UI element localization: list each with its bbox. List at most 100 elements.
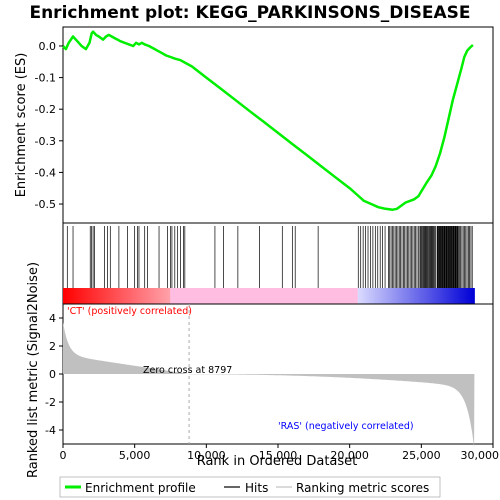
colorbar-segment — [330, 288, 334, 304]
colorbar-segment — [288, 288, 292, 304]
colorbar-segment — [386, 288, 389, 304]
colorbar-segment — [311, 288, 315, 304]
colorbar-segment — [305, 288, 309, 304]
es-ytick-label: -0.4 — [35, 166, 56, 179]
colorbar-segment — [464, 288, 468, 304]
colorbar-segment — [187, 288, 190, 304]
colorbar-segment — [120, 288, 123, 304]
colorbar-segment — [202, 288, 206, 304]
colorbar-segment — [470, 288, 473, 304]
colorbar-segment — [170, 288, 173, 304]
colorbar-segment — [135, 288, 139, 304]
colorbar-segment — [372, 288, 376, 304]
colorbar-segment — [296, 288, 299, 304]
colorbar-segment — [283, 288, 286, 304]
colorbar-segment — [468, 288, 472, 304]
colorbar-segment — [85, 288, 89, 304]
colorbar-segment — [151, 288, 154, 304]
colorbar-segment — [87, 288, 91, 304]
es-ytick-label: -0.1 — [35, 72, 56, 85]
colorbar-segment — [472, 288, 475, 304]
colorbar-segment — [267, 288, 271, 304]
colorbar-segment — [173, 288, 177, 304]
colorbar-segment — [191, 288, 194, 304]
colorbar-segment — [233, 288, 236, 304]
colorbar-segment — [212, 288, 215, 304]
colorbar-segment — [143, 288, 146, 304]
colorbar-segment — [290, 288, 294, 304]
colorbar-segment — [304, 288, 307, 304]
colorbar-segment — [68, 288, 72, 304]
colorbar-segment — [105, 288, 108, 304]
colorbar-segment — [189, 288, 192, 304]
legend-box — [59, 476, 441, 498]
colorbar-segment — [177, 288, 181, 304]
colorbar-segment — [235, 288, 238, 304]
x-axis-label: Rank in Ordered Dataset — [197, 454, 358, 469]
colorbar-segment — [237, 288, 240, 304]
colorbar-segment — [439, 288, 443, 304]
es-ytick-label: 0.0 — [39, 40, 57, 53]
colorbar-segment — [413, 288, 416, 304]
colorbar-segment — [112, 288, 116, 304]
colorbar-segment — [78, 288, 81, 304]
colorbar-segment — [426, 288, 429, 304]
colorbar-segment — [453, 288, 456, 304]
colorbar-segment — [334, 288, 338, 304]
colorbar-segment — [139, 288, 142, 304]
colorbar-segment — [279, 288, 282, 304]
colorbar-segment — [430, 288, 433, 304]
colorbar-segment — [422, 288, 426, 304]
es-ytick-label: -0.2 — [35, 103, 56, 116]
colorbar-segment — [432, 288, 435, 304]
es-panel — [62, 26, 494, 224]
colorbar-segment — [340, 288, 343, 304]
colorbar-segment — [246, 288, 250, 304]
xtick-label: 0 — [60, 449, 67, 462]
colorbar-segment — [455, 288, 458, 304]
colorbar-segment — [152, 288, 156, 304]
colorbar-segment — [359, 288, 362, 304]
legend-metric-label: Ranking metric scores — [296, 481, 429, 495]
pos-label: 'CT' (positively correlated) — [67, 306, 192, 317]
colorbar-segment — [240, 288, 244, 304]
colorbar-segment — [84, 288, 87, 304]
colorbar-segment — [216, 288, 219, 304]
colorbar-segment — [269, 288, 273, 304]
legend-es-label: Enrichment profile — [85, 481, 196, 495]
colorbar-segment — [382, 288, 385, 304]
colorbar-segment — [156, 288, 160, 304]
colorbar-segment — [462, 288, 466, 304]
colorbar-segment — [124, 288, 127, 304]
colorbar-segment — [248, 288, 252, 304]
colorbar-segment — [363, 288, 366, 304]
colorbar-segment — [183, 288, 186, 304]
chart-title: Enrichment plot: KEGG_PARKINSONS_DISEASE — [29, 3, 470, 23]
colorbar-segment — [260, 288, 263, 304]
colorbar-segment — [114, 288, 118, 304]
colorbar-segment — [198, 288, 202, 304]
xtick-label: 20,000 — [330, 449, 369, 462]
colorbar-segment — [275, 288, 278, 304]
colorbar-segment — [401, 288, 405, 304]
colorbar-segment — [327, 288, 330, 304]
colorbar-segment — [328, 288, 332, 304]
colorbar-segment — [164, 288, 167, 304]
colorbar-segment — [355, 288, 359, 304]
colorbar-segment — [351, 288, 355, 304]
colorbar-segment — [403, 288, 406, 304]
colorbar-segment — [336, 288, 340, 304]
colorbar-segment — [129, 288, 133, 304]
colorbar-segment — [424, 288, 428, 304]
colorbar-segment — [309, 288, 313, 304]
colorbar-segment — [428, 288, 431, 304]
colorbar-segment — [397, 288, 401, 304]
colorbar-segment — [300, 288, 303, 304]
colorbar-segment — [443, 288, 447, 304]
colorbar-segment — [392, 288, 395, 304]
colorbar-segment — [91, 288, 95, 304]
colorbar-segment — [137, 288, 141, 304]
colorbar-segment — [374, 288, 378, 304]
colorbar-segment — [434, 288, 437, 304]
